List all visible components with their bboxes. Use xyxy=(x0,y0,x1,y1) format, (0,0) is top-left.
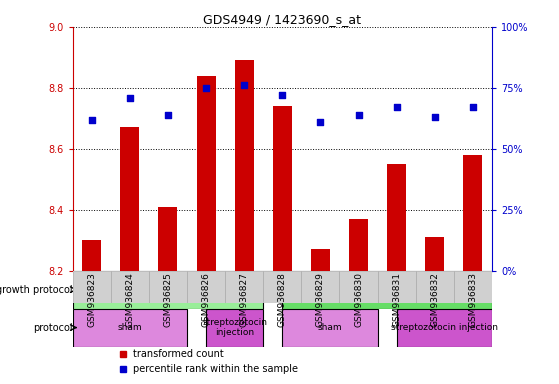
Point xyxy=(278,92,287,98)
Bar xyxy=(187,271,225,303)
Text: growth protocol: growth protocol xyxy=(0,285,73,295)
Bar xyxy=(206,309,263,346)
Bar xyxy=(82,240,101,271)
Point xyxy=(87,116,96,122)
Bar xyxy=(282,309,377,346)
Text: GSM936823: GSM936823 xyxy=(87,272,96,327)
Bar xyxy=(111,271,149,303)
Text: transformed count: transformed count xyxy=(134,349,224,359)
Bar xyxy=(225,271,263,303)
Text: sham: sham xyxy=(318,323,342,332)
Bar xyxy=(158,207,178,271)
Bar xyxy=(149,271,187,303)
Point xyxy=(316,119,325,125)
Text: GSM936826: GSM936826 xyxy=(202,272,211,327)
Bar xyxy=(463,155,482,271)
Text: GSM936829: GSM936829 xyxy=(316,272,325,327)
Text: GSM936827: GSM936827 xyxy=(240,272,249,327)
Text: control diet (20% protein): control diet (20% protein) xyxy=(105,285,231,295)
Text: GSM936825: GSM936825 xyxy=(163,272,173,327)
Bar xyxy=(120,127,139,271)
Bar xyxy=(263,271,301,303)
Point xyxy=(125,94,134,101)
Bar xyxy=(425,237,444,271)
Bar xyxy=(339,271,377,303)
Point xyxy=(354,112,363,118)
Bar xyxy=(311,249,330,271)
Bar xyxy=(301,271,339,303)
Text: sham: sham xyxy=(117,323,142,332)
Bar xyxy=(377,271,416,303)
Bar xyxy=(387,164,406,271)
Text: low protein diet (8% protein): low protein diet (8% protein) xyxy=(317,285,457,295)
Text: protocol: protocol xyxy=(33,323,73,333)
Text: streptozotocin injection: streptozotocin injection xyxy=(391,323,498,332)
Bar xyxy=(282,271,492,309)
Bar xyxy=(197,76,216,271)
Text: GSM936830: GSM936830 xyxy=(354,272,363,327)
Text: percentile rank within the sample: percentile rank within the sample xyxy=(134,364,299,374)
Point xyxy=(163,112,172,118)
Point xyxy=(202,85,211,91)
Bar xyxy=(73,271,263,309)
Title: GDS4949 / 1423690_s_at: GDS4949 / 1423690_s_at xyxy=(203,13,361,26)
Text: GSM936833: GSM936833 xyxy=(468,272,477,327)
Bar xyxy=(349,219,368,271)
Text: GSM936831: GSM936831 xyxy=(392,272,401,327)
Text: GSM936828: GSM936828 xyxy=(278,272,287,327)
Text: streptozotocin
injection: streptozotocin injection xyxy=(202,318,267,337)
Point xyxy=(468,104,477,111)
Point xyxy=(240,82,249,88)
Bar xyxy=(73,309,187,346)
Text: GSM936824: GSM936824 xyxy=(125,272,134,327)
Bar xyxy=(273,106,292,271)
Point xyxy=(392,104,401,111)
Bar xyxy=(416,271,454,303)
Bar xyxy=(235,60,254,271)
Point xyxy=(430,114,439,120)
Bar xyxy=(397,309,492,346)
Text: GSM936832: GSM936832 xyxy=(430,272,439,327)
Bar xyxy=(73,271,111,303)
Bar xyxy=(454,271,492,303)
